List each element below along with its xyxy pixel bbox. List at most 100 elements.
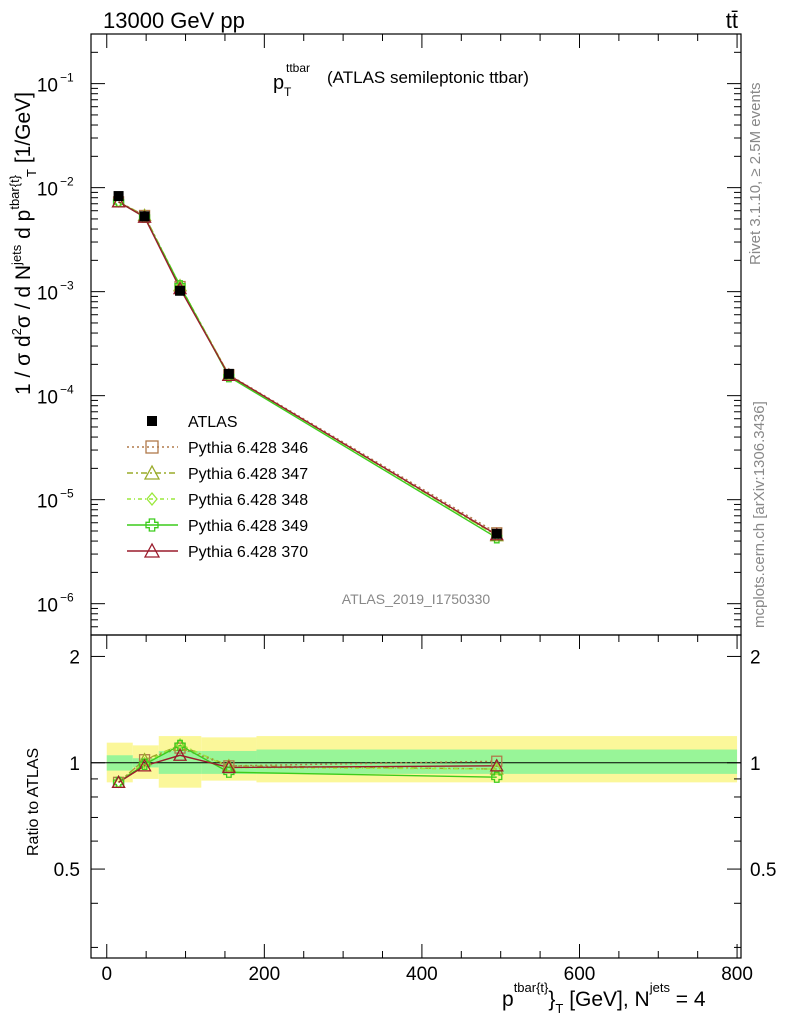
ratio-line-5 bbox=[118, 754, 497, 783]
plot-title-rest: (ATLAS semileptonic ttbar) bbox=[327, 68, 529, 87]
legend-marker bbox=[147, 416, 157, 426]
main-y-axis-label: 1 / σ d2σ / d Njets d ptbar{t}T [1/GeV] bbox=[7, 92, 39, 395]
ratio-plot-frame bbox=[90, 634, 742, 959]
legend-label: Pythia 6.428 347 bbox=[188, 466, 308, 483]
y-tick-label-exp: −3 bbox=[60, 279, 74, 293]
xlabel-sup: tbar{t} bbox=[514, 980, 549, 995]
data-point bbox=[223, 368, 234, 379]
main-series-lines bbox=[118, 201, 498, 539]
legend-label: Pythia 6.428 349 bbox=[188, 518, 308, 535]
ratio-marker-3 bbox=[491, 762, 502, 776]
ratio-line-3 bbox=[118, 743, 497, 783]
legend-label: Pythia 6.428 346 bbox=[188, 440, 308, 457]
plot-title: p T ttbar (ATLAS semileptonic ttbar) bbox=[273, 61, 529, 99]
ratio-marker-5 bbox=[172, 747, 188, 761]
ratio-tick-label-right: 2 bbox=[750, 647, 761, 668]
ratio-marker-2 bbox=[137, 752, 152, 766]
main-line-2 bbox=[118, 201, 498, 537]
ratio-marker-4 bbox=[138, 758, 151, 770]
ratio-marker-5 bbox=[137, 758, 152, 772]
ratio-y-ticks: 2 1 0.5 2 1 0.5 bbox=[54, 647, 776, 948]
plot-title-sub: T bbox=[284, 85, 292, 99]
xlabel-rest: [GeV], N bbox=[563, 988, 649, 1011]
main-series-markers bbox=[111, 191, 504, 544]
ratio-series-markers bbox=[111, 737, 504, 789]
y-tick-label: 10 bbox=[37, 492, 58, 513]
ylabel-sup1: 2 bbox=[9, 328, 24, 335]
ratio-marker-5 bbox=[221, 760, 236, 774]
xlabel-sup2: jets bbox=[649, 980, 671, 995]
legend-label: Pythia 6.428 348 bbox=[188, 492, 308, 509]
xlabel-brace: } bbox=[548, 988, 555, 1011]
legend: ATLAS Pythia 6.428 346 Pythia 6.428 347 Pyt… bbox=[127, 414, 308, 561]
ylabel-part1: 1 / σ d bbox=[12, 335, 35, 395]
ratio-tick-label-right: 0.5 bbox=[750, 860, 776, 881]
y-tick-label: 10 bbox=[37, 76, 58, 97]
main-line-1 bbox=[118, 201, 498, 534]
ratio-marker-5 bbox=[111, 775, 126, 789]
ratio-tick-label-left: 2 bbox=[69, 647, 80, 668]
y-tick-label: 10 bbox=[37, 180, 58, 201]
ratio-line-4 bbox=[118, 744, 497, 783]
ratio-marker-1 bbox=[491, 755, 503, 767]
y-tick-label-exp: −1 bbox=[60, 71, 74, 85]
legend-marker bbox=[145, 440, 159, 454]
xlabel-p: p bbox=[502, 988, 514, 1011]
ratio-y-axis-label: Ratio to ATLAS bbox=[25, 748, 42, 856]
x-tick-label: 200 bbox=[248, 964, 280, 985]
main-marker-5 bbox=[111, 194, 126, 208]
data-point bbox=[139, 211, 150, 222]
y-tick-label-exp: −6 bbox=[60, 591, 74, 605]
header-process: tt̄ bbox=[726, 8, 738, 33]
legend-label: Pythia 6.428 370 bbox=[188, 544, 308, 561]
xlabel-sub: T bbox=[555, 1001, 563, 1016]
legend-marker bbox=[146, 491, 158, 507]
ratio-tick-label-right: 1 bbox=[750, 754, 761, 775]
ratio-marker-5 bbox=[489, 758, 504, 772]
y-tick-label-exp: −5 bbox=[60, 487, 74, 501]
ratio-tick-label-left: 1 bbox=[69, 754, 80, 775]
svg-text:1 / σ d2σ / d Njets d ptbar{t}: 1 / σ d2σ / d Njets d ptbar{t}T [1/GeV] bbox=[7, 92, 39, 395]
y-tick-label-exp: −4 bbox=[60, 383, 74, 397]
plot-title-sup: ttbar bbox=[286, 61, 310, 75]
x-axis-label: ptbar{t}}T [GeV], Njets = 4 bbox=[502, 980, 706, 1016]
legend-marker bbox=[145, 518, 159, 532]
main-line-4 bbox=[118, 201, 498, 539]
y-tick-label: 10 bbox=[37, 388, 58, 409]
xlabel-end: = 4 bbox=[670, 988, 706, 1011]
plot-title-p: p bbox=[273, 72, 284, 94]
mcplots-label: mcplots.cern.ch [arXiv:1306.3436] bbox=[751, 401, 768, 628]
ratio-marker-4 bbox=[491, 771, 503, 783]
x-axis-ticks: 0 200 400 600 800 bbox=[101, 34, 753, 985]
x-tick-label: 0 bbox=[101, 964, 112, 985]
ratio-tick-label-left: 0.5 bbox=[54, 860, 80, 881]
analysis-id: ATLAS_2019_I1750330 bbox=[342, 591, 491, 607]
ylabel-part2: σ / d N bbox=[12, 265, 35, 328]
ylabel-sup3: tbar{t} bbox=[7, 174, 22, 209]
svg-text:ptbar{t}}T [GeV], Njets = 4: ptbar{t}}T [GeV], Njets = 4 bbox=[502, 980, 706, 1016]
data-point bbox=[491, 528, 502, 539]
ratio-plot: 2 1 0.5 2 1 0.5 0 200 400 600 800 bbox=[54, 34, 776, 985]
y-tick-label: 10 bbox=[37, 284, 58, 305]
x-tick-label: 400 bbox=[406, 964, 438, 985]
ylabel-part3: d p bbox=[12, 210, 35, 245]
legend-label: ATLAS bbox=[188, 414, 238, 431]
data-point bbox=[113, 191, 124, 202]
data-point bbox=[175, 285, 186, 296]
legend-marker bbox=[143, 542, 161, 558]
main-line-3 bbox=[118, 201, 498, 537]
ratio-marker-4 bbox=[174, 739, 186, 752]
header-energy: 13000 GeV pp bbox=[103, 8, 245, 33]
ylabel-sub3: T bbox=[24, 169, 39, 177]
rivet-version-label: Rivet 3.1.10, ≥ 2.5M events bbox=[747, 83, 764, 266]
x-tick-label: 800 bbox=[721, 964, 753, 985]
ylabel-sup2: jets bbox=[9, 244, 24, 266]
ylabel-part4: [1/GeV] bbox=[12, 92, 35, 169]
y-tick-label: 10 bbox=[37, 596, 58, 617]
x-tick-label: 600 bbox=[564, 964, 596, 985]
main-line-5 bbox=[118, 201, 498, 536]
y-tick-label-exp: −2 bbox=[60, 175, 74, 189]
main-y-ticks: 10−110−210−310−410−510−6 bbox=[37, 51, 741, 636]
main-plot: 10−110−210−310−410−510−6 bbox=[37, 33, 742, 636]
